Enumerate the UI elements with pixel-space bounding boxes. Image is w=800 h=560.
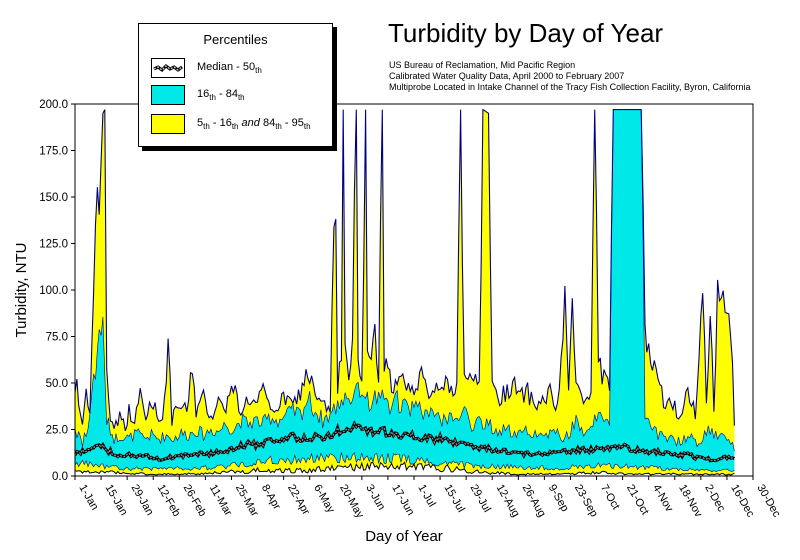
series-16th-line — [75, 452, 735, 473]
x-tick-label: 29-Jul — [468, 483, 493, 515]
x-axis-label: Day of Year — [365, 528, 443, 545]
legend-label-16-84: 16th - 84th — [197, 88, 245, 102]
x-tick-label: 9-Sep — [546, 483, 571, 514]
x-tick-label: 1-Jul — [415, 483, 437, 510]
y-tick-label: 100.0 — [39, 285, 68, 297]
legend: Percentiles Median - 50th 16th - 84th 5t… — [138, 23, 333, 147]
x-tick-label: 21-Oct — [624, 483, 651, 518]
x-tick-label: 23-Sep — [572, 483, 600, 520]
y-tick-label: 0.0 — [52, 471, 68, 483]
series-84th-line — [75, 109, 735, 451]
band-5-16 — [75, 452, 735, 476]
x-tick-label: 25-Mar — [233, 483, 261, 519]
x-tick-label: 4-Nov — [650, 483, 675, 515]
series-median-dash — [75, 422, 735, 462]
y-tick-label: 75.0 — [46, 332, 68, 344]
y-tick-label: 150.0 — [39, 192, 68, 204]
x-tick-label: 26-Aug — [520, 483, 548, 520]
axes: 0.0 25.0 50.0 75.0 100.0 125.0 150.0 175.0 200.0… — [13, 99, 783, 545]
x-tick-label: 1-Jan — [76, 483, 100, 513]
chart-subtitle-line-2: Calibrated Water Quality Data, April 200… — [389, 71, 625, 81]
y-tick-label: 125.0 — [39, 239, 68, 251]
legend-swatch-median — [151, 58, 185, 78]
band-16-84 — [75, 109, 735, 472]
y-tick-label: 25.0 — [46, 425, 68, 437]
y-tick-label: 175.0 — [39, 146, 68, 158]
x-tick-label: 3-Jun — [363, 483, 387, 513]
x-tick-label: 29-Jan — [129, 483, 156, 518]
y-tick-label: 50.0 — [46, 378, 68, 390]
chart-title: Turbidity by Day of Year — [388, 18, 664, 48]
x-tick-label: 6-May — [311, 483, 337, 516]
x-tick-label: 8-Apr — [259, 483, 283, 513]
x-tick-label: 11-Mar — [207, 483, 235, 519]
chart-subtitle-line-3: Multiprobe Located in Intake Channel of … — [389, 82, 751, 92]
series-5th-line — [75, 461, 735, 476]
legend-swatch-5-95 — [151, 114, 185, 134]
x-tick-label: 15-Jul — [441, 483, 466, 515]
legend-title: Percentiles — [203, 32, 268, 47]
x-tick-label: 30-Dec — [754, 483, 782, 520]
y-axis-label: Turbidity, NTU — [13, 242, 30, 337]
series-group — [75, 108, 735, 476]
plot-area — [75, 108, 735, 476]
legend-label-5-95: 5th - 16th and 84th - 95th — [197, 117, 311, 131]
legend-label-median: Median - 50th — [197, 61, 262, 75]
x-tick-label: 7-Oct — [598, 483, 622, 512]
x-tick-label: 16-Dec — [728, 483, 756, 520]
x-tick-label: 17-Jun — [389, 483, 416, 518]
band-84-95 — [75, 109, 735, 451]
y-tick-label: 200.0 — [39, 99, 68, 111]
chart-subtitle-line-1: US Bureau of Reclamation, Mid Pacific Re… — [389, 60, 576, 70]
x-tick-label: 12-Aug — [494, 483, 522, 520]
legend-swatch-16-84 — [151, 85, 185, 105]
x-tick-label: 18-Nov — [676, 483, 704, 520]
x-tick-label: 20-May — [337, 483, 366, 521]
x-tick-label: 26-Feb — [181, 483, 209, 519]
x-tick-label: 15-Jan — [102, 483, 129, 518]
x-tick-label: 2-Dec — [702, 483, 727, 515]
x-tick-label: 22-Apr — [285, 483, 312, 518]
x-tick-label: 12-Feb — [155, 483, 183, 519]
